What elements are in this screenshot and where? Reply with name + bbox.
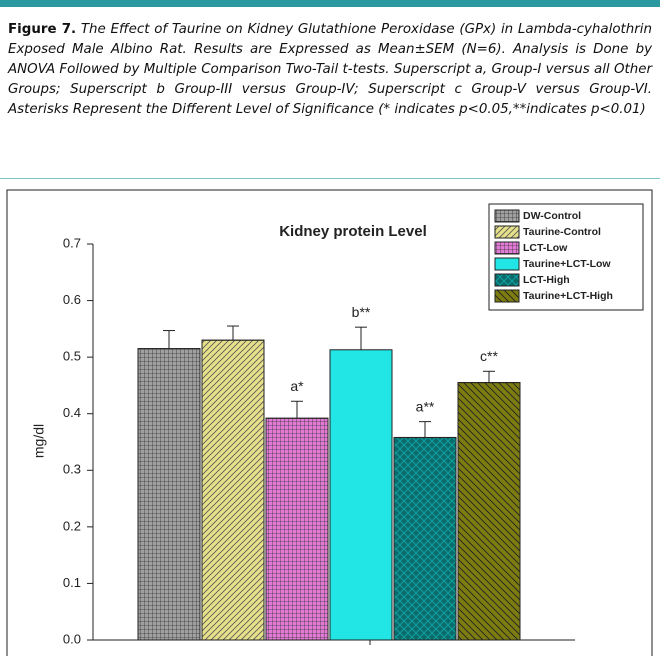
bar (329, 349, 393, 641)
caption-text: The Effect of Taurine on Kidney Glutathi… (8, 22, 652, 117)
chart-title: Kidney protein Level (279, 223, 427, 240)
legend-label: Taurine+LCT-High (523, 290, 613, 302)
legend-hatch (494, 241, 520, 255)
y-axis-label: mg/dl (31, 424, 47, 458)
frame (6, 189, 653, 656)
rule (0, 178, 660, 179)
y-tick-label: 0.1 (63, 575, 81, 590)
y-tick-label: 0.4 (63, 405, 81, 420)
annotation: a* (290, 378, 304, 394)
legend-label: Taurine-Control (523, 226, 601, 238)
y-tick-label: 0.6 (63, 292, 81, 307)
bar-hatch (201, 339, 265, 641)
y-tick-label: 0.2 (63, 518, 81, 533)
legend-hatch (494, 289, 520, 303)
annotation: a** (416, 398, 435, 414)
bar-hatch (265, 417, 329, 641)
legend-label: Taurine+LCT-Low (523, 258, 611, 270)
y-tick-label: 0.0 (63, 631, 81, 646)
bar-hatch (137, 348, 201, 641)
bar-hatch (393, 436, 457, 641)
annotation: b** (352, 304, 371, 320)
caption-label: Figure 7. (8, 22, 77, 37)
annotation: c** (480, 348, 498, 364)
y-tick-label: 0.7 (63, 235, 81, 250)
caption: Figure 7. The Effect of Taurine on Kidne… (8, 20, 652, 120)
chart: Kidney protein Level mg/dl 0.0 0.1 0.2 0.3 0… (6, 189, 653, 656)
legend-label: LCT-High (523, 274, 570, 286)
legend-swatch (494, 257, 520, 271)
legend-hatch (494, 209, 520, 223)
bar-hatch (457, 382, 521, 641)
y-tick-label: 0.3 (63, 462, 81, 477)
legend-label: LCT-Low (523, 242, 568, 254)
y-tick-label: 0.5 (63, 349, 81, 364)
top-bar (0, 0, 660, 7)
legend-hatch (494, 225, 520, 239)
legend-hatch (494, 273, 520, 287)
legend-label: DW-Control (523, 210, 581, 222)
